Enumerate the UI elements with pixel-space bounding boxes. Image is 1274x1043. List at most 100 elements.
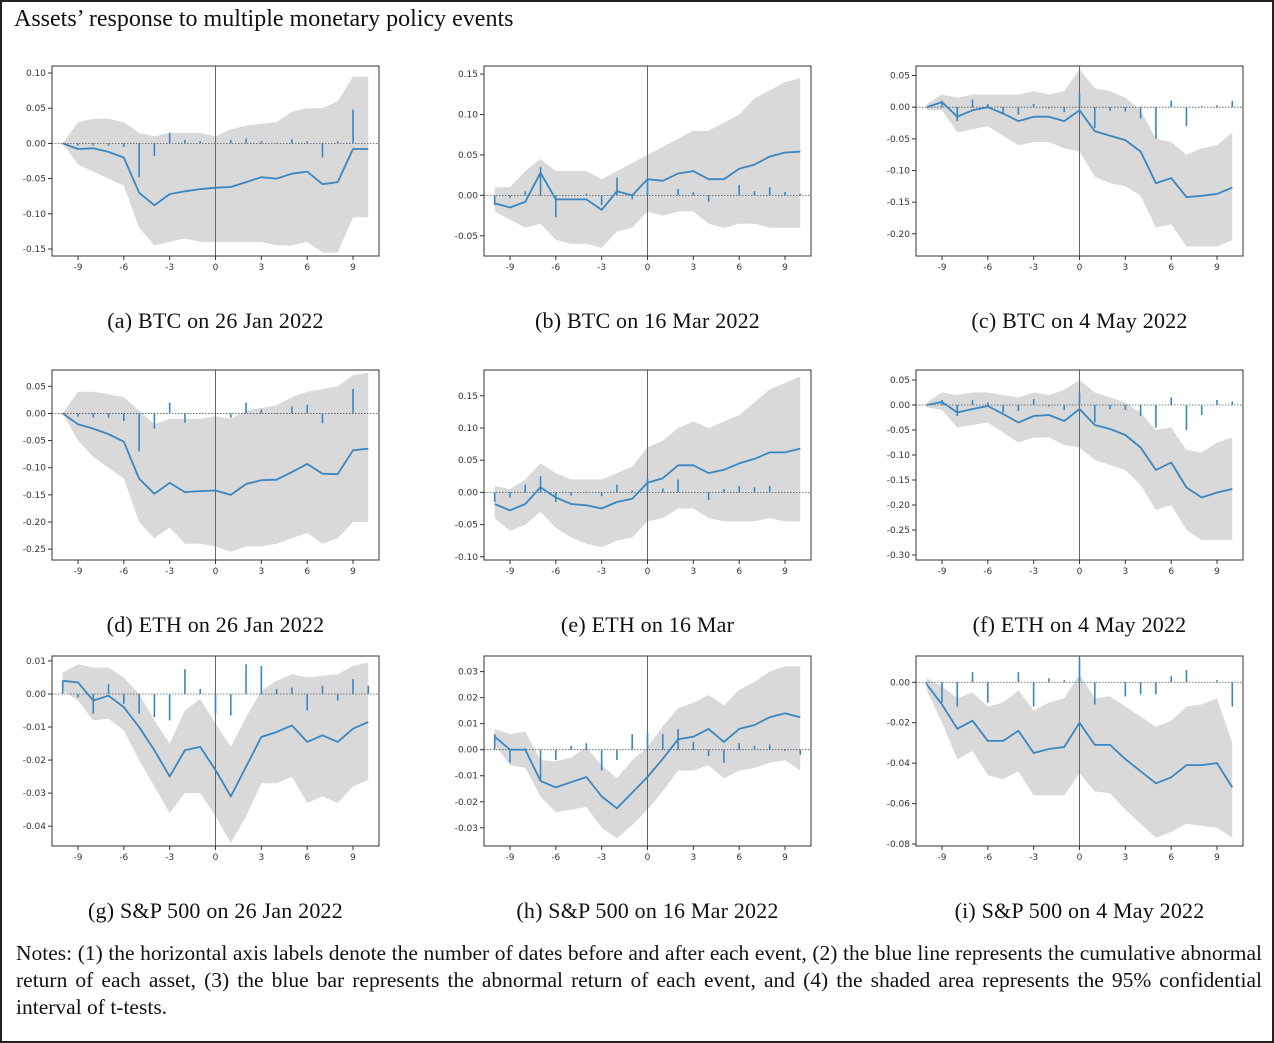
panel-e-ytick-label: 0.00 bbox=[458, 488, 478, 498]
panel-d-ytick-label: -0.05 bbox=[23, 437, 46, 447]
panel-h-xtick-label: -9 bbox=[505, 853, 514, 863]
panel-f-ytick-label: 0.05 bbox=[890, 376, 910, 386]
panel-d-xtick-label: -3 bbox=[165, 567, 174, 577]
panel-f-xtick-label: 3 bbox=[1122, 567, 1128, 577]
panel-b-xtick-label: -3 bbox=[597, 263, 606, 273]
panel-a-ytick-label: -0.05 bbox=[23, 175, 46, 185]
panel-e-xtick-label: 9 bbox=[782, 567, 788, 577]
panel-c-ytick-label: -0.15 bbox=[887, 198, 910, 208]
panel-f-xtick-label: 9 bbox=[1214, 567, 1220, 577]
panel-f-xtick-label: -6 bbox=[983, 567, 992, 577]
panel-a-ytick-label: -0.15 bbox=[23, 245, 46, 255]
panel-b-xtick-label: 6 bbox=[736, 263, 742, 273]
panel-g-ytick-label: 0.01 bbox=[26, 657, 46, 667]
panel-c-xtick-label: 9 bbox=[1214, 263, 1220, 273]
panel-g-car-line bbox=[62, 679, 369, 798]
panel-i-xtick-label: -3 bbox=[1029, 853, 1038, 863]
panel-b-ytick-label: -0.05 bbox=[455, 232, 478, 242]
panel-g-xtick-label: 6 bbox=[304, 853, 310, 863]
panel-g-ytick-label: -0.02 bbox=[23, 756, 46, 766]
caption-f: (f) ETH on 4 May 2022 bbox=[972, 612, 1187, 637]
panel-b-ytick-label: 0.15 bbox=[458, 70, 478, 80]
panel-h-xtick-label: 0 bbox=[645, 853, 651, 863]
caption-d: (d) ETH on 26 Jan 2022 bbox=[106, 612, 325, 637]
panel-i-ytick-label: -0.08 bbox=[887, 840, 911, 850]
panel-c-ytick-label: 0.05 bbox=[890, 72, 910, 82]
panel-g-ytick-label: 0.00 bbox=[26, 690, 46, 700]
panel-h-xtick-label: 3 bbox=[690, 853, 696, 863]
panel-f-ytick-label: -0.20 bbox=[887, 501, 911, 511]
caption-a: (a) BTC on 26 Jan 2022 bbox=[107, 308, 324, 333]
panel-e-car-line bbox=[494, 447, 801, 512]
panel-f-ytick-label: -0.05 bbox=[887, 426, 910, 436]
panel-c-xtick-label: -3 bbox=[1029, 263, 1038, 273]
panel-d-chart: 0.05 0.00 -0.05 -0.10 -0.15 -0.20 -0.25 -9 -6 -3 0… bbox=[23, 369, 380, 577]
caption-b: (b) BTC on 16 Mar 2022 bbox=[535, 308, 760, 333]
panel-i-ytick-label: -0.04 bbox=[887, 759, 911, 769]
panel-h-xtick-label: 9 bbox=[782, 853, 788, 863]
panel-a-xtick-label: -6 bbox=[119, 263, 128, 273]
panel-c-xtick-label: 6 bbox=[1168, 263, 1174, 273]
panel-a-xtick-label: -9 bbox=[73, 263, 82, 273]
panel-d-car-line bbox=[62, 412, 369, 496]
panel-g-ytick-label: -0.03 bbox=[23, 789, 46, 799]
panel-g-xtick-label: 3 bbox=[258, 853, 264, 863]
panel-i-xtick-label: 0 bbox=[1077, 853, 1083, 863]
panel-d-xtick-label: 9 bbox=[350, 567, 356, 577]
figure-title: Assets’ response to multiple monetary po… bbox=[14, 6, 514, 32]
panel-c-xtick-label: 3 bbox=[1122, 263, 1128, 273]
panel-f-ytick-label: -0.15 bbox=[887, 476, 910, 486]
panel-b-car-line bbox=[494, 150, 801, 211]
panel-b-xtick-label: 9 bbox=[782, 263, 788, 273]
panel-c-xtick-label: -6 bbox=[983, 263, 992, 273]
caption-i: (i) S&P 500 on 4 May 2022 bbox=[954, 898, 1205, 923]
panel-b-chart: 0.15 0.10 0.05 0.00 -0.05 -9 -6 -3 0 3 6 9 bbox=[455, 65, 812, 273]
panel-i-xtick-label: -9 bbox=[937, 853, 946, 863]
panel-b-ytick-label: 0.10 bbox=[458, 111, 478, 121]
panel-g-ytick-label: -0.04 bbox=[23, 822, 47, 832]
panel-b-xtick-label: -6 bbox=[551, 263, 560, 273]
panel-i-ytick-label: -0.02 bbox=[887, 719, 910, 729]
panel-c-car-line bbox=[926, 101, 1233, 199]
panel-e-xtick-label: -6 bbox=[551, 567, 560, 577]
panel-c-ytick-label: -0.05 bbox=[887, 135, 910, 145]
panel-f-ytick-label: 0.00 bbox=[890, 401, 910, 411]
panel-a-ytick-label: 0.00 bbox=[26, 139, 46, 149]
panel-h-ytick-label: -0.01 bbox=[455, 772, 478, 782]
panel-i-xtick-label: 3 bbox=[1122, 853, 1128, 863]
panel-d-xtick-label: 0 bbox=[213, 567, 219, 577]
panel-b-ytick-label: 0.05 bbox=[458, 151, 478, 161]
panel-i-ytick-label: 0.00 bbox=[890, 678, 910, 688]
caption-g: (g) S&P 500 on 26 Jan 2022 bbox=[88, 898, 343, 923]
panel-d-xtick-label: 3 bbox=[258, 567, 264, 577]
panel-i-xtick-label: -6 bbox=[983, 853, 992, 863]
panel-h-ytick-label: 0.02 bbox=[458, 694, 478, 704]
panel-h-car-line bbox=[494, 712, 801, 810]
panel-d-ytick-label: 0.00 bbox=[26, 409, 46, 419]
panel-c-ytick-label: -0.10 bbox=[887, 167, 911, 177]
panel-h-ytick-label: 0.00 bbox=[458, 746, 478, 756]
panel-i-ytick-label: -0.06 bbox=[887, 800, 911, 810]
panel-e-xtick-label: 0 bbox=[645, 567, 651, 577]
panel-a-ytick-label: 0.10 bbox=[26, 69, 46, 79]
panel-e-ytick-label: 0.15 bbox=[458, 392, 478, 402]
panel-f-xtick-label: -3 bbox=[1029, 567, 1038, 577]
panel-f-ytick-label: -0.10 bbox=[887, 451, 911, 461]
panel-d-xtick-label: 6 bbox=[304, 567, 310, 577]
panel-e-ytick-label: -0.10 bbox=[455, 553, 479, 563]
panel-a-xtick-label: 6 bbox=[304, 263, 310, 273]
figure-notes: Notes: (1) the horizontal axis labels de… bbox=[16, 941, 1262, 1019]
panel-a-chart: 0.10 0.05 0.00 -0.05 -0.10 -0.15 -9 -6 -3 0 3 6 9 bbox=[23, 65, 380, 273]
panel-a-xtick-label: 3 bbox=[258, 263, 264, 273]
panel-a-xtick-label: 0 bbox=[213, 263, 219, 273]
panel-d-ytick-label: -0.20 bbox=[23, 518, 47, 528]
panel-f-ytick-label: -0.30 bbox=[887, 551, 911, 561]
panel-d-ytick-label: -0.25 bbox=[23, 545, 46, 555]
panel-f-xtick-label: 0 bbox=[1077, 567, 1083, 577]
panel-i-xtick-label: 9 bbox=[1214, 853, 1220, 863]
panel-b-ytick-label: 0.00 bbox=[458, 191, 478, 201]
panel-f-chart: 0.05 0.00 -0.05 -0.10 -0.15 -0.20 -0.25 -0.30 -9… bbox=[887, 369, 1244, 577]
panel-c-ytick-label: -0.20 bbox=[887, 230, 911, 240]
panel-d-xtick-label: -6 bbox=[119, 567, 128, 577]
